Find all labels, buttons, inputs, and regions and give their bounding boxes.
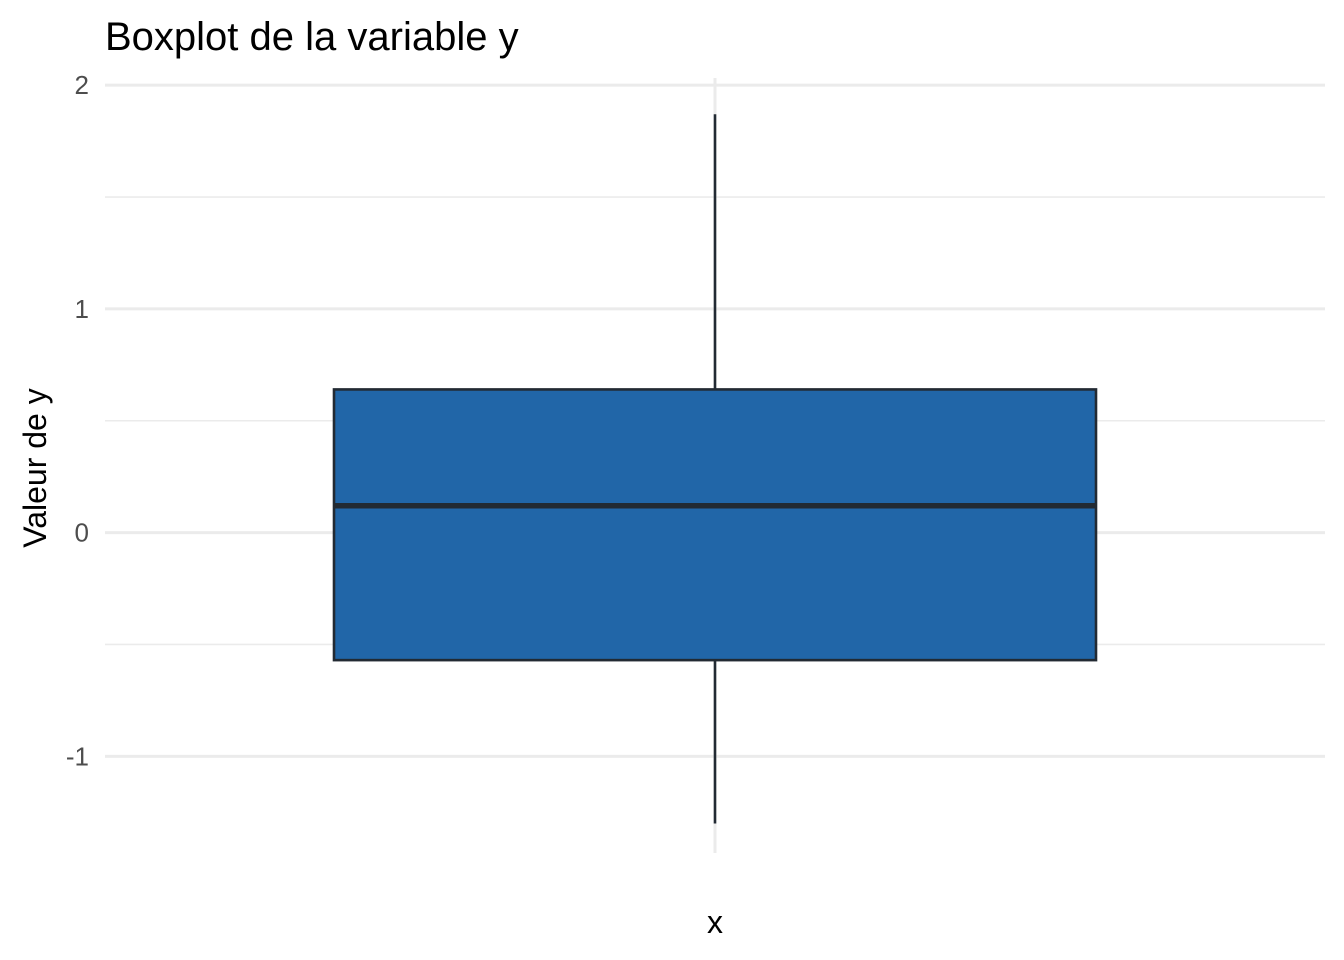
y-tick-label: 1 [75, 294, 89, 324]
y-axis-title: Valeur de y [17, 388, 53, 548]
y-tick-label: 2 [75, 70, 89, 100]
box-iqr [332, 388, 1098, 662]
chart-title: Boxplot de la variable y [105, 15, 519, 59]
box-group [332, 114, 1098, 824]
y-tick-labels: -1 0 1 2 [66, 70, 89, 771]
y-tick-label: -1 [66, 741, 89, 771]
y-tick-label: 0 [75, 518, 89, 548]
x-axis-title: x [707, 904, 723, 940]
